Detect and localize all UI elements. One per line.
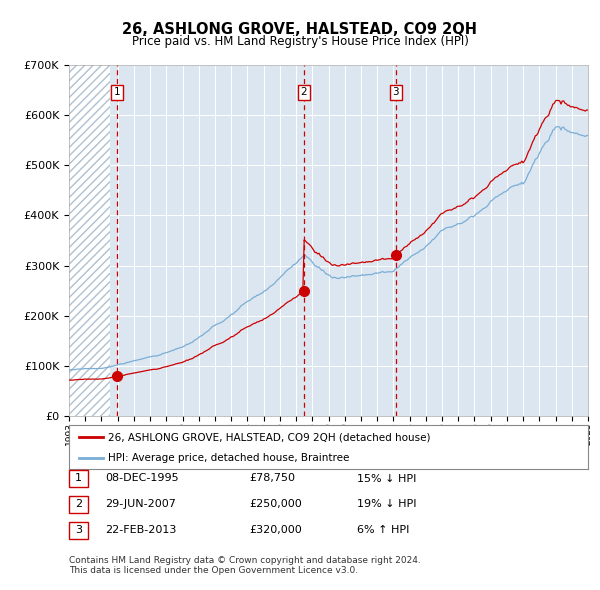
Text: HPI: Average price, detached house, Braintree: HPI: Average price, detached house, Brai… (108, 453, 349, 463)
Text: Contains HM Land Registry data © Crown copyright and database right 2024.
This d: Contains HM Land Registry data © Crown c… (69, 556, 421, 575)
Text: Price paid vs. HM Land Registry's House Price Index (HPI): Price paid vs. HM Land Registry's House … (131, 35, 469, 48)
Text: 2: 2 (75, 500, 82, 509)
Text: 19% ↓ HPI: 19% ↓ HPI (357, 500, 416, 509)
Text: 1: 1 (113, 87, 120, 97)
Text: 22-FEB-2013: 22-FEB-2013 (105, 526, 176, 535)
Text: £320,000: £320,000 (249, 526, 302, 535)
Text: £78,750: £78,750 (249, 474, 295, 483)
Text: 6% ↑ HPI: 6% ↑ HPI (357, 526, 409, 535)
Text: 26, ASHLONG GROVE, HALSTEAD, CO9 2QH: 26, ASHLONG GROVE, HALSTEAD, CO9 2QH (122, 22, 478, 37)
Text: 3: 3 (75, 526, 82, 535)
Text: 15% ↓ HPI: 15% ↓ HPI (357, 474, 416, 483)
Text: 08-DEC-1995: 08-DEC-1995 (105, 474, 179, 483)
Text: 29-JUN-2007: 29-JUN-2007 (105, 500, 176, 509)
Text: 2: 2 (301, 87, 307, 97)
Text: 1: 1 (75, 474, 82, 483)
Text: 3: 3 (392, 87, 399, 97)
Text: 26, ASHLONG GROVE, HALSTEAD, CO9 2QH (detached house): 26, ASHLONG GROVE, HALSTEAD, CO9 2QH (de… (108, 432, 430, 442)
Text: £250,000: £250,000 (249, 500, 302, 509)
